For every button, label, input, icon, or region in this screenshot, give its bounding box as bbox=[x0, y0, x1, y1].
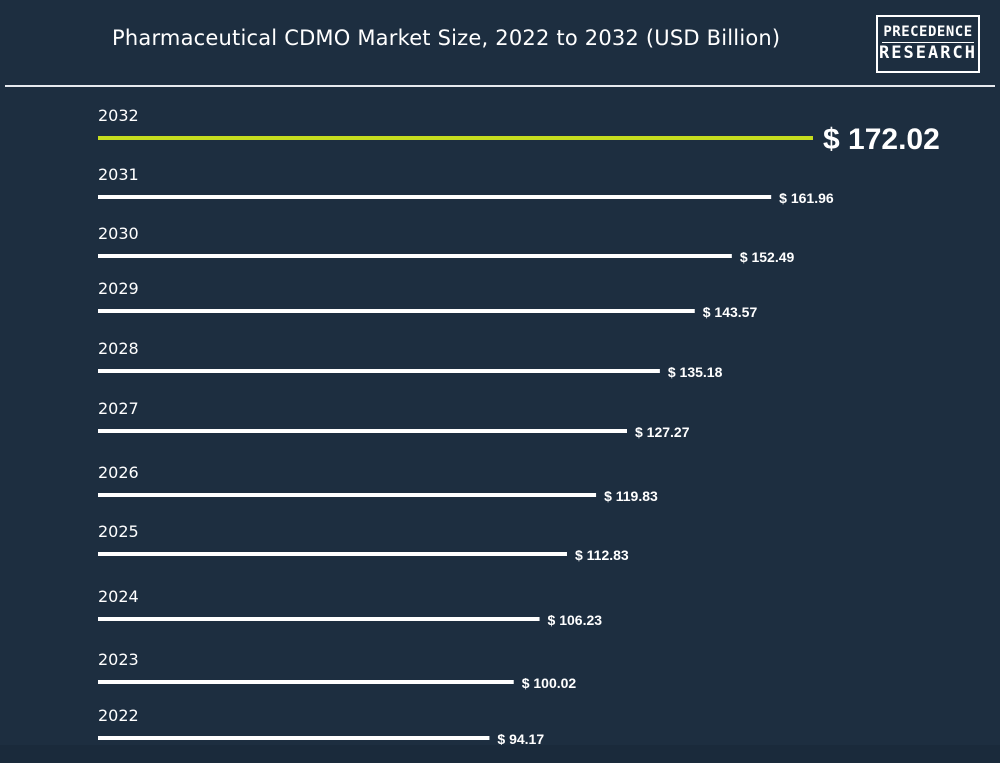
year-label-2029: 2029 bbox=[98, 279, 139, 298]
year-label-2032: 2032 bbox=[98, 106, 139, 125]
year-label-2025: 2025 bbox=[98, 522, 139, 541]
value-label-2022: $ 94.17 bbox=[497, 731, 544, 747]
year-label-2023: 2023 bbox=[98, 650, 139, 669]
value-label-2023: $ 100.02 bbox=[522, 675, 577, 691]
value-label-2024: $ 106.23 bbox=[548, 612, 603, 628]
bar-2025 bbox=[98, 552, 567, 556]
header-divider bbox=[5, 85, 995, 87]
year-label-2026: 2026 bbox=[98, 463, 139, 482]
bar-2023 bbox=[98, 680, 514, 684]
bar-2030 bbox=[98, 254, 732, 258]
logo-line-2: RESEARCH bbox=[879, 42, 977, 63]
bar-2026 bbox=[98, 493, 597, 497]
value-label-2031: $ 161.96 bbox=[779, 190, 834, 206]
year-label-2028: 2028 bbox=[98, 339, 139, 358]
value-label-2029: $ 143.57 bbox=[703, 304, 758, 320]
chart-header: Pharmaceutical CDMO Market Size, 2022 to… bbox=[0, 0, 1000, 86]
logo-line-1: PRECEDENCE bbox=[883, 24, 973, 41]
value-label-2027: $ 127.27 bbox=[635, 424, 690, 440]
bar-2031 bbox=[98, 195, 772, 199]
year-label-2024: 2024 bbox=[98, 587, 139, 606]
footer-band bbox=[0, 745, 1000, 763]
logo-separator bbox=[882, 41, 974, 43]
value-label-2025: $ 112.83 bbox=[575, 547, 629, 563]
bar-2024 bbox=[98, 617, 540, 621]
value-label-2028: $ 135.18 bbox=[668, 364, 723, 380]
year-label-2027: 2027 bbox=[98, 399, 139, 418]
year-label-2030: 2030 bbox=[98, 224, 139, 243]
value-label-2026: $ 119.83 bbox=[604, 488, 658, 504]
value-label-2032: $ 172.02 bbox=[823, 123, 940, 156]
bar-2029 bbox=[98, 309, 695, 313]
year-label-2031: 2031 bbox=[98, 165, 139, 184]
bar-2032 bbox=[98, 136, 813, 140]
precedence-research-logo: PRECEDENCE RESEARCH bbox=[876, 15, 980, 73]
bar-2028 bbox=[98, 369, 660, 373]
bar-2022 bbox=[98, 736, 490, 740]
value-label-2030: $ 152.49 bbox=[740, 249, 795, 265]
year-label-2022: 2022 bbox=[98, 706, 139, 725]
bar-2027 bbox=[98, 429, 627, 433]
chart-title: Pharmaceutical CDMO Market Size, 2022 to… bbox=[112, 26, 781, 50]
